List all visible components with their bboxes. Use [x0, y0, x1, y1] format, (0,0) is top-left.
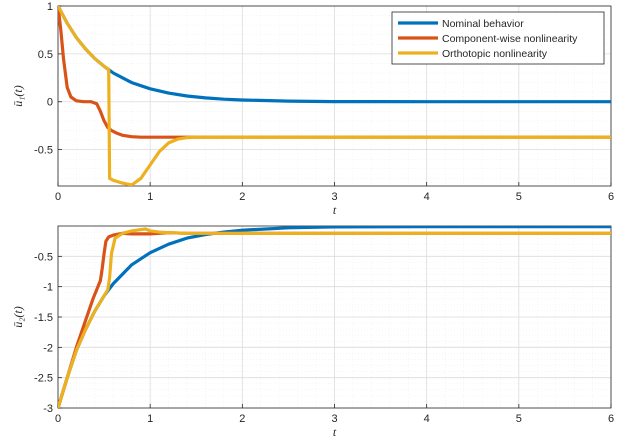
series-group [58, 226, 611, 408]
x-tick-label: 4 [424, 191, 430, 203]
x-axis-label: t [333, 425, 337, 439]
series-line-3 [58, 227, 611, 408]
y-tick-label: 0.5 [38, 49, 53, 61]
x-tick-label: 3 [331, 413, 337, 425]
series-group [58, 6, 611, 186]
x-tick-label: 0 [55, 413, 61, 425]
y-tick-label: -1.5 [34, 312, 53, 324]
x-tick-label: 3 [331, 191, 337, 203]
x-tick-label: 6 [608, 191, 614, 203]
y-tick-label: -0.5 [34, 251, 53, 263]
y-axis-label: ū₂(t) [11, 306, 25, 328]
x-tick-label: 5 [516, 191, 522, 203]
x-tick-label: 2 [239, 413, 245, 425]
y-axis-label: ū₁(t) [11, 85, 25, 107]
x-axis-label: t [333, 203, 337, 217]
x-tick-label: 6 [608, 413, 614, 425]
x-tick-label: 1 [147, 413, 153, 425]
legend: Nominal behavior Component-wise nonlinear… [391, 11, 605, 65]
x-tick-label: 1 [147, 191, 153, 203]
y-tick-label: -0.5 [34, 145, 53, 157]
legend-entry-2: Component-wise nonlinearity [442, 33, 578, 45]
series-line-3 [58, 6, 611, 186]
legend-entry-3: Orthotopic nonlinearity [442, 48, 548, 60]
legend-entry-1: Nominal behavior [442, 18, 524, 30]
plot-panel-1: 0 1 2 3 4 5 6 -0.5 0 0.5 1 t ū₁(t) Nominal behavior Co… [11, 1, 614, 217]
x-tick-label: 4 [424, 413, 430, 425]
plot-panel-2: 0 1 2 3 4 5 6 -3 -2.5 -2 -1.5 -1 -0.5 t ū₂(t) [11, 225, 614, 439]
y-tick-label: -1 [43, 282, 53, 294]
y-tick-label: -2.5 [34, 373, 53, 385]
y-tick-label: -3 [43, 403, 53, 415]
y-tick-label: 0 [47, 97, 53, 109]
major-grid [57, 226, 612, 409]
x-tick-label: 5 [516, 413, 522, 425]
x-tick-label: 2 [239, 191, 245, 203]
x-tick-label: 0 [55, 191, 61, 203]
y-tick-label: -2 [43, 342, 53, 354]
y-tick-label: 1 [47, 1, 53, 13]
